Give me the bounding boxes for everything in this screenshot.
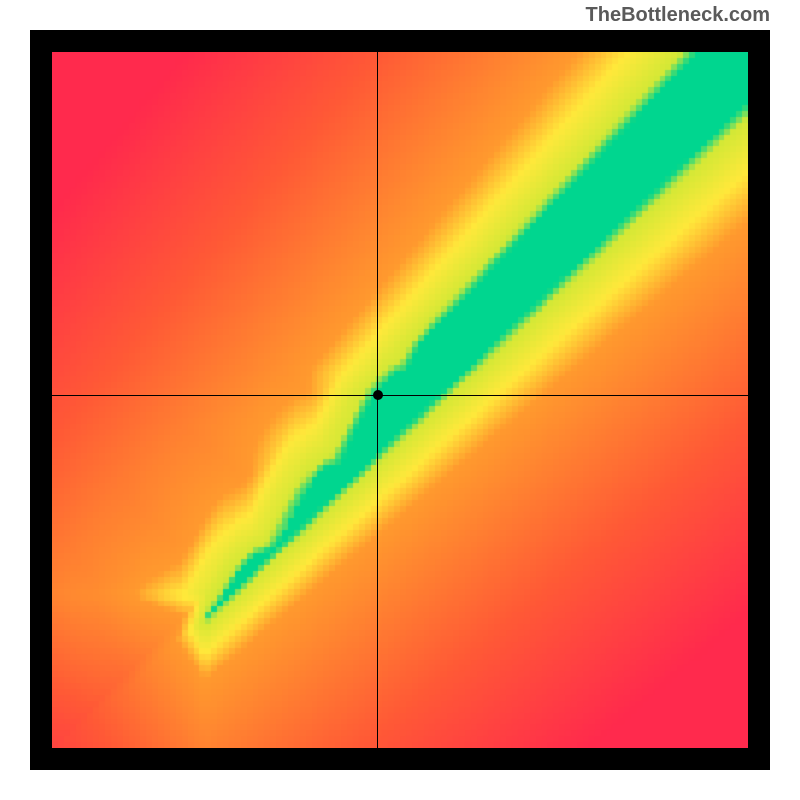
- data-point-marker: [373, 390, 383, 400]
- heatmap-canvas: [52, 52, 748, 748]
- chart-container: TheBottleneck.com: [0, 0, 800, 800]
- crosshair-horizontal: [52, 395, 748, 396]
- chart-frame: [30, 30, 770, 770]
- watermark-text: TheBottleneck.com: [586, 4, 770, 27]
